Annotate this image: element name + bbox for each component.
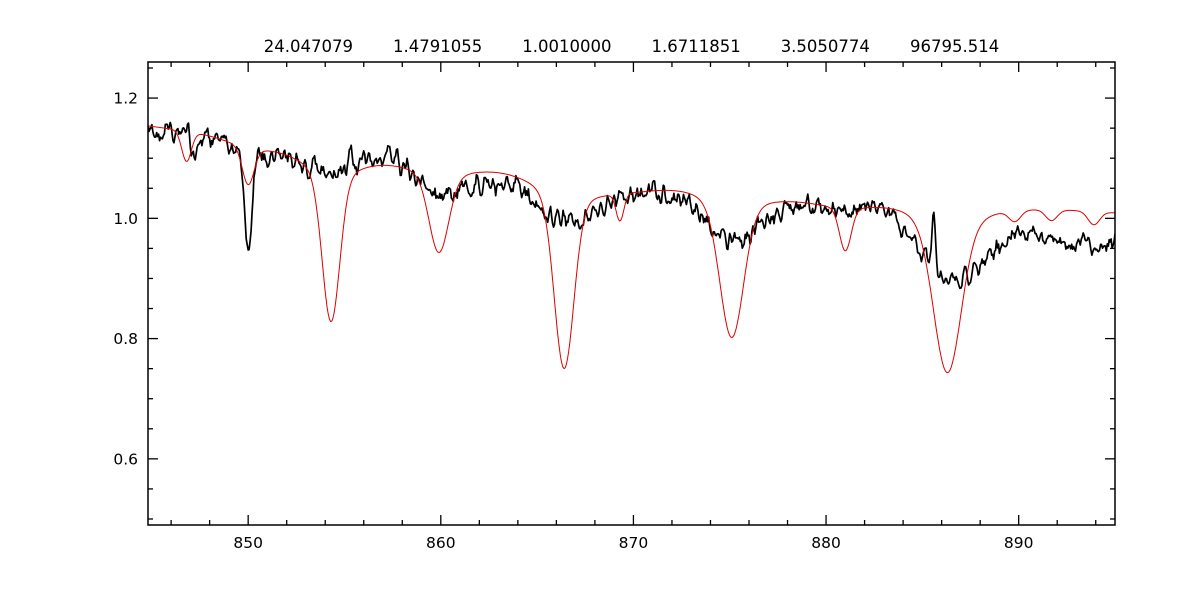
plot-frame — [147, 61, 1116, 526]
model-spectrum-line — [148, 125, 1115, 374]
title-value-5: 3.5050774 — [781, 37, 870, 56]
title-value-6: 96795.514 — [910, 37, 999, 56]
x-tick-label: 850 — [233, 534, 263, 552]
title-value-3: 1.0010000 — [522, 37, 611, 56]
observed-spectrum-line — [148, 121, 1115, 290]
plot-series — [148, 121, 1115, 374]
y-tick-label: 0.6 — [113, 450, 138, 468]
x-tick-label: 870 — [619, 534, 649, 552]
plot-title: 24.047079 1.4791055 1.0010000 1.6711851 … — [264, 37, 999, 56]
title-value-2: 1.4791055 — [393, 37, 482, 56]
y-tick-label: 1.2 — [113, 90, 138, 108]
title-value-4: 1.6711851 — [652, 37, 741, 56]
y-tick-label: 1.0 — [113, 210, 138, 228]
x-tick-label: 890 — [1004, 534, 1034, 552]
x-tick-label: 880 — [811, 534, 841, 552]
plot-axes: 850 860 870 880 890 0.6 0.8 1.0 1.2 — [113, 62, 1115, 552]
x-tick-label: 860 — [426, 534, 456, 552]
title-value-1: 24.047079 — [264, 37, 353, 56]
y-tick-label: 0.8 — [113, 330, 138, 348]
